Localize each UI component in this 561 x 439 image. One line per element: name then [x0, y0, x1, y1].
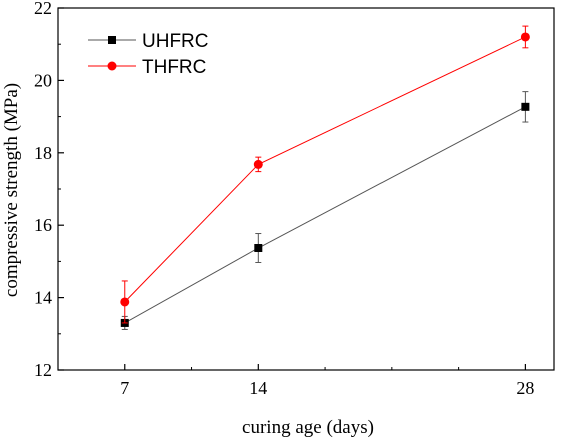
- y-tick-label: 18: [34, 143, 52, 163]
- data-point: [521, 102, 530, 111]
- series-layer: [120, 25, 530, 330]
- legend-item-thfrc: THFRC: [88, 57, 206, 78]
- plot-frame: [57, 7, 555, 371]
- series-thfrc: [120, 25, 530, 324]
- y-tick-label: 16: [34, 215, 52, 235]
- y-tick-label: 22: [34, 0, 52, 18]
- y-tick-label: 20: [34, 70, 52, 90]
- legend-item-uhfrc: UHFRC: [88, 31, 209, 52]
- y-tick-label: 14: [34, 288, 52, 308]
- data-point: [120, 297, 130, 307]
- x-axis-label: curing age (days): [242, 417, 374, 438]
- data-point: [253, 159, 263, 169]
- y-axis-label: compressive strength (MPa): [1, 83, 22, 297]
- legend-label: UHFRC: [142, 31, 209, 52]
- x-tick-label: 7: [120, 378, 129, 398]
- legend-label: THFRC: [142, 57, 206, 78]
- data-point: [254, 244, 263, 253]
- legend-marker: [108, 36, 116, 44]
- y-tick-label: 12: [34, 360, 52, 380]
- series-line: [124, 106, 526, 324]
- data-point: [520, 32, 530, 42]
- x-tick-label: 28: [516, 378, 534, 398]
- legend-marker: [107, 61, 117, 71]
- series-uhfrc: [120, 91, 530, 330]
- legend: UHFRC THFRC: [88, 31, 209, 78]
- x-tick-label: 14: [249, 378, 267, 398]
- chart-axes: 12 14 16 18 20 22 7 14 28: [34, 0, 555, 398]
